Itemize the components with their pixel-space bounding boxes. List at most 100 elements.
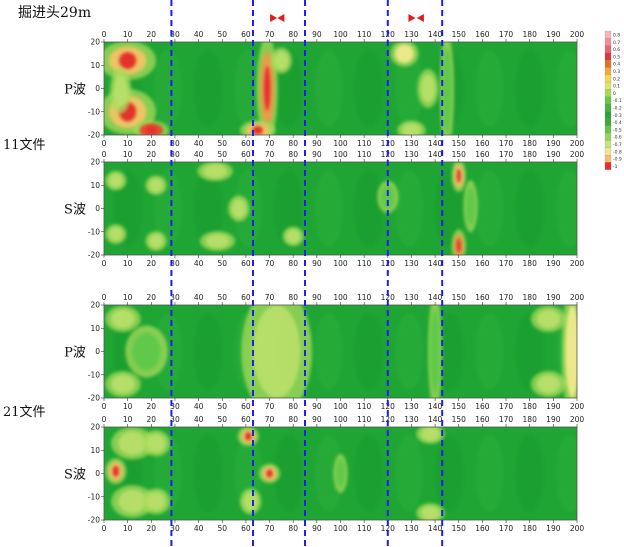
wave-label: P波	[64, 346, 86, 361]
x-tick-label: 50	[217, 524, 227, 533]
x-tick-label: 60	[241, 415, 251, 424]
x-tick-label: 180	[523, 293, 538, 302]
x-tick-label: 30	[170, 259, 180, 268]
anomaly	[536, 309, 561, 329]
x-tick-label: 10	[123, 259, 133, 268]
x-tick-label: 180	[523, 402, 538, 411]
x-tick-label: 160	[475, 524, 490, 533]
x-tick-label: 100	[333, 402, 348, 411]
x-tick-label: 130	[404, 259, 419, 268]
colorbar-label: -0.5	[613, 127, 622, 133]
y-tick-label: -20	[88, 394, 100, 403]
x-tick-label: 80	[288, 402, 298, 411]
heatmap-band	[555, 434, 577, 513]
x-tick-label: 40	[194, 150, 204, 159]
colorbar-label: -0.4	[613, 120, 622, 126]
x-tick-label: 60	[241, 524, 251, 533]
x-tick-label: 130	[404, 402, 419, 411]
x-tick-label: 160	[475, 139, 490, 148]
x-tick-label: 160	[475, 402, 490, 411]
x-tick-label: 100	[333, 30, 348, 39]
anomaly	[286, 229, 301, 244]
x-tick-label: 60	[241, 150, 251, 159]
y-tick-label: -10	[88, 370, 100, 379]
colorbar-swatch	[604, 30, 612, 39]
x-tick-label: 10	[123, 139, 133, 148]
x-tick-label: 160	[475, 30, 490, 39]
x-tick-label: 30	[170, 402, 180, 411]
heatmap-band	[515, 312, 544, 391]
x-tick-label: 60	[241, 259, 251, 268]
x-tick-label: 190	[546, 415, 561, 424]
anomaly-core	[119, 52, 137, 69]
anomaly	[442, 48, 452, 133]
colorbar-swatch	[604, 74, 612, 83]
heatmap-band	[314, 434, 343, 513]
marker-left-triangle	[277, 14, 285, 22]
colorbar-label: 0.4	[613, 62, 620, 68]
x-tick-label: 140	[428, 524, 443, 533]
x-tick-label: 60	[241, 293, 251, 302]
group-label: 11文件	[3, 138, 46, 153]
colorbar-label: -0.9	[613, 157, 622, 163]
heatmap-band	[194, 169, 223, 248]
anomaly	[243, 492, 258, 511]
figure-title: 掘进头29m	[18, 5, 91, 21]
x-tick-label: 110	[357, 415, 372, 424]
anomaly	[111, 374, 135, 394]
x-tick-label: 60	[241, 30, 251, 39]
x-tick-label: 170	[499, 259, 514, 268]
colorbar-swatch	[604, 52, 612, 61]
anomaly	[203, 164, 227, 179]
colorbar-swatch	[604, 81, 612, 90]
x-tick-label: 120	[381, 402, 396, 411]
x-tick-label: 150	[452, 415, 467, 424]
x-tick-label: 150	[452, 293, 467, 302]
x-tick-label: 20	[147, 524, 157, 533]
colorbar-swatch	[604, 103, 612, 112]
colorbar-label: 0.3	[613, 69, 620, 75]
x-tick-label: 80	[288, 139, 298, 148]
heatmap-band	[194, 434, 223, 513]
heatmap-band	[435, 434, 464, 513]
x-tick-label: 100	[333, 259, 348, 268]
x-tick-label: 100	[333, 415, 348, 424]
x-tick-label: 150	[452, 259, 467, 268]
x-tick-label: 200	[570, 402, 585, 411]
colorbar-label: 0.7	[613, 40, 620, 46]
anomaly-core	[263, 66, 271, 111]
y-tick-label: -20	[88, 516, 100, 525]
x-tick-label: 40	[194, 259, 204, 268]
x-tick-label: 110	[357, 139, 372, 148]
colorbar-label: 0.1	[613, 84, 620, 90]
anomaly	[420, 427, 440, 441]
colorbar-label: -0.7	[613, 142, 622, 148]
heatmap-band	[475, 169, 504, 248]
x-tick-label: 130	[404, 139, 419, 148]
anomaly	[108, 227, 123, 242]
x-tick-label: 30	[170, 524, 180, 533]
marker-left-triangle	[416, 14, 424, 22]
x-tick-label: 50	[217, 293, 227, 302]
anomaly	[380, 185, 395, 209]
x-tick-label: 90	[312, 293, 322, 302]
x-tick-label: 140	[428, 259, 443, 268]
heatmap-panel: 0 0 10 10 20 20 30 30 40 40 50 50 60 60 70 70 80 80 90 90 10…	[64, 30, 584, 148]
colorbar-swatch	[604, 89, 612, 97]
heatmap-band	[153, 49, 182, 128]
x-tick-label: 190	[546, 293, 561, 302]
x-tick-label: 40	[194, 524, 204, 533]
colorbar-label: 0.2	[613, 76, 620, 82]
colorbar-label: 0.8	[613, 33, 620, 39]
colorbar-swatch	[604, 125, 612, 134]
x-tick-label: 190	[546, 139, 561, 148]
x-tick-label: 90	[312, 139, 322, 148]
x-tick-label: 110	[357, 30, 372, 39]
x-tick-label: 20	[147, 293, 157, 302]
x-tick-label: 170	[499, 139, 514, 148]
colorbar-label: -0.2	[613, 106, 622, 112]
x-tick-label: 150	[452, 30, 467, 39]
marker-right-triangle	[270, 14, 278, 22]
x-tick-label: 190	[546, 30, 561, 39]
